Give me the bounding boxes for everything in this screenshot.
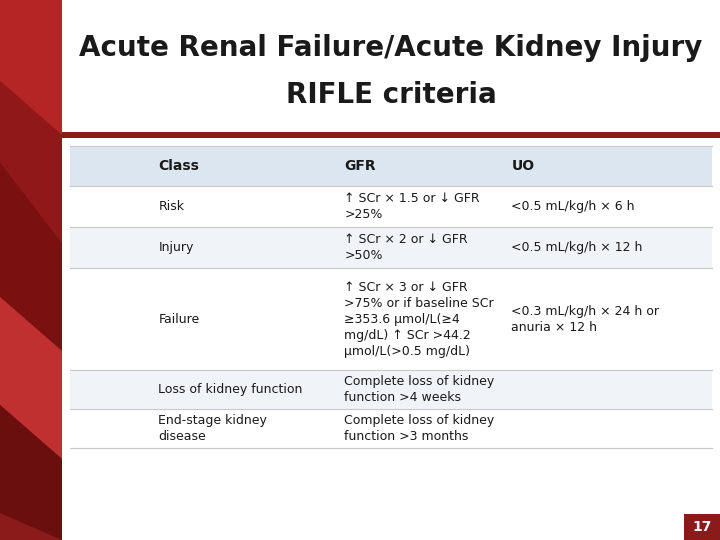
Text: GFR: GFR (344, 159, 376, 173)
Polygon shape (0, 0, 62, 135)
Text: <0.3 mL/kg/h × 24 h or
anuria × 12 h: <0.3 mL/kg/h × 24 h or anuria × 12 h (511, 305, 660, 334)
Text: 17: 17 (693, 520, 711, 534)
Text: RIFLE criteria: RIFLE criteria (286, 81, 496, 109)
Bar (0, 0, 62, 540)
Text: UO: UO (511, 159, 534, 173)
Text: <0.5 mL/kg/h × 12 h: <0.5 mL/kg/h × 12 h (511, 241, 643, 254)
Text: ↑ SCr × 1.5 or ↓ GFR
>25%: ↑ SCr × 1.5 or ↓ GFR >25% (344, 192, 480, 221)
Text: End-stage kidney
disease: End-stage kidney disease (158, 414, 267, 443)
Polygon shape (0, 81, 62, 243)
Polygon shape (0, 297, 62, 459)
Polygon shape (0, 405, 62, 540)
Bar (70, 409, 712, 448)
Bar (70, 146, 712, 186)
Text: Complete loss of kidney
function >3 months: Complete loss of kidney function >3 mont… (344, 414, 495, 443)
Text: Risk: Risk (158, 200, 184, 213)
Bar (684, 514, 720, 540)
Text: Complete loss of kidney
function >4 weeks: Complete loss of kidney function >4 week… (344, 375, 495, 404)
Polygon shape (0, 162, 62, 351)
Text: Loss of kidney function: Loss of kidney function (158, 383, 302, 396)
Text: ↑ SCr × 2 or ↓ GFR
>50%: ↑ SCr × 2 or ↓ GFR >50% (344, 233, 468, 262)
Polygon shape (0, 0, 62, 243)
Text: <0.5 mL/kg/h × 6 h: <0.5 mL/kg/h × 6 h (511, 200, 635, 213)
Bar (70, 186, 712, 227)
Text: ↑ SCr × 3 or ↓ GFR
>75% or if baseline SCr
≥353.6 μmol/L(≥4
mg/dL) ↑ SCr >44.2
μ: ↑ SCr × 3 or ↓ GFR >75% or if baseline S… (344, 281, 494, 357)
Text: Class: Class (158, 159, 199, 173)
Text: Failure: Failure (158, 313, 199, 326)
Bar (70, 268, 712, 370)
Bar (70, 370, 712, 409)
Text: Injury: Injury (158, 241, 194, 254)
Bar (62, 132, 720, 138)
Text: Acute Renal Failure/Acute Kidney Injury: Acute Renal Failure/Acute Kidney Injury (79, 34, 703, 62)
Bar (70, 227, 712, 268)
